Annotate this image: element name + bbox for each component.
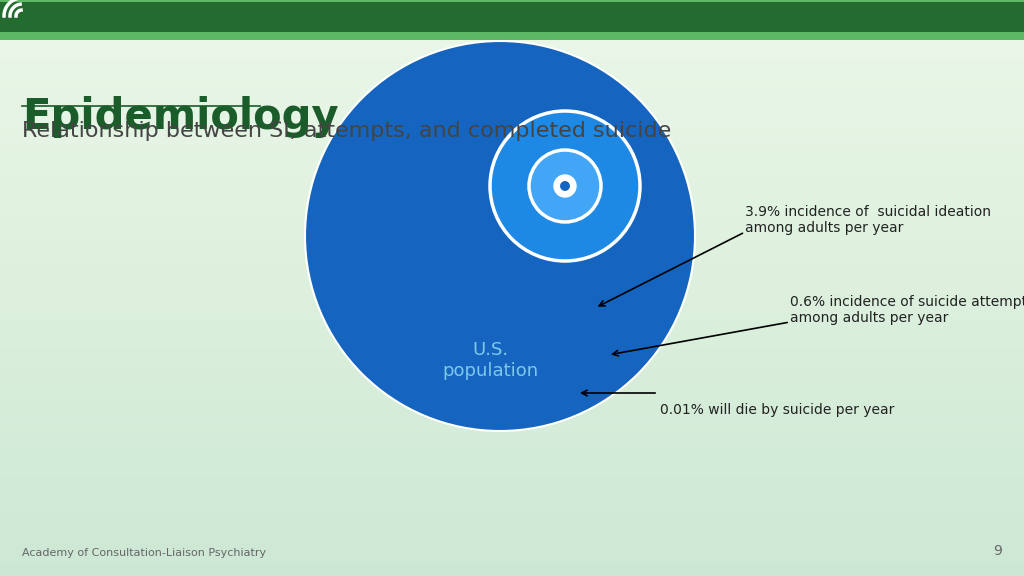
Circle shape xyxy=(305,41,695,431)
Bar xyxy=(0,0,1024,32)
Bar xyxy=(0,0,1024,2)
Text: Epidemiology: Epidemiology xyxy=(22,96,339,138)
Bar xyxy=(0,32,1024,40)
Circle shape xyxy=(490,111,640,261)
Text: 3.9% incidence of  suicidal ideation
among adults per year: 3.9% incidence of suicidal ideation amon… xyxy=(745,205,991,235)
Text: Relationship between SI, attempts, and completed suicide: Relationship between SI, attempts, and c… xyxy=(22,121,672,141)
Circle shape xyxy=(529,150,601,222)
Text: 0.01% will die by suicide per year: 0.01% will die by suicide per year xyxy=(660,403,894,417)
Text: Academy of Consultation-Liaison Psychiatry: Academy of Consultation-Liaison Psychiat… xyxy=(22,548,266,558)
Circle shape xyxy=(560,181,570,191)
Circle shape xyxy=(554,175,575,197)
Text: 0.6% incidence of suicide attempts
among adults per year: 0.6% incidence of suicide attempts among… xyxy=(790,295,1024,325)
Text: 9: 9 xyxy=(993,544,1002,558)
Text: U.S.
population: U.S. population xyxy=(442,341,538,380)
